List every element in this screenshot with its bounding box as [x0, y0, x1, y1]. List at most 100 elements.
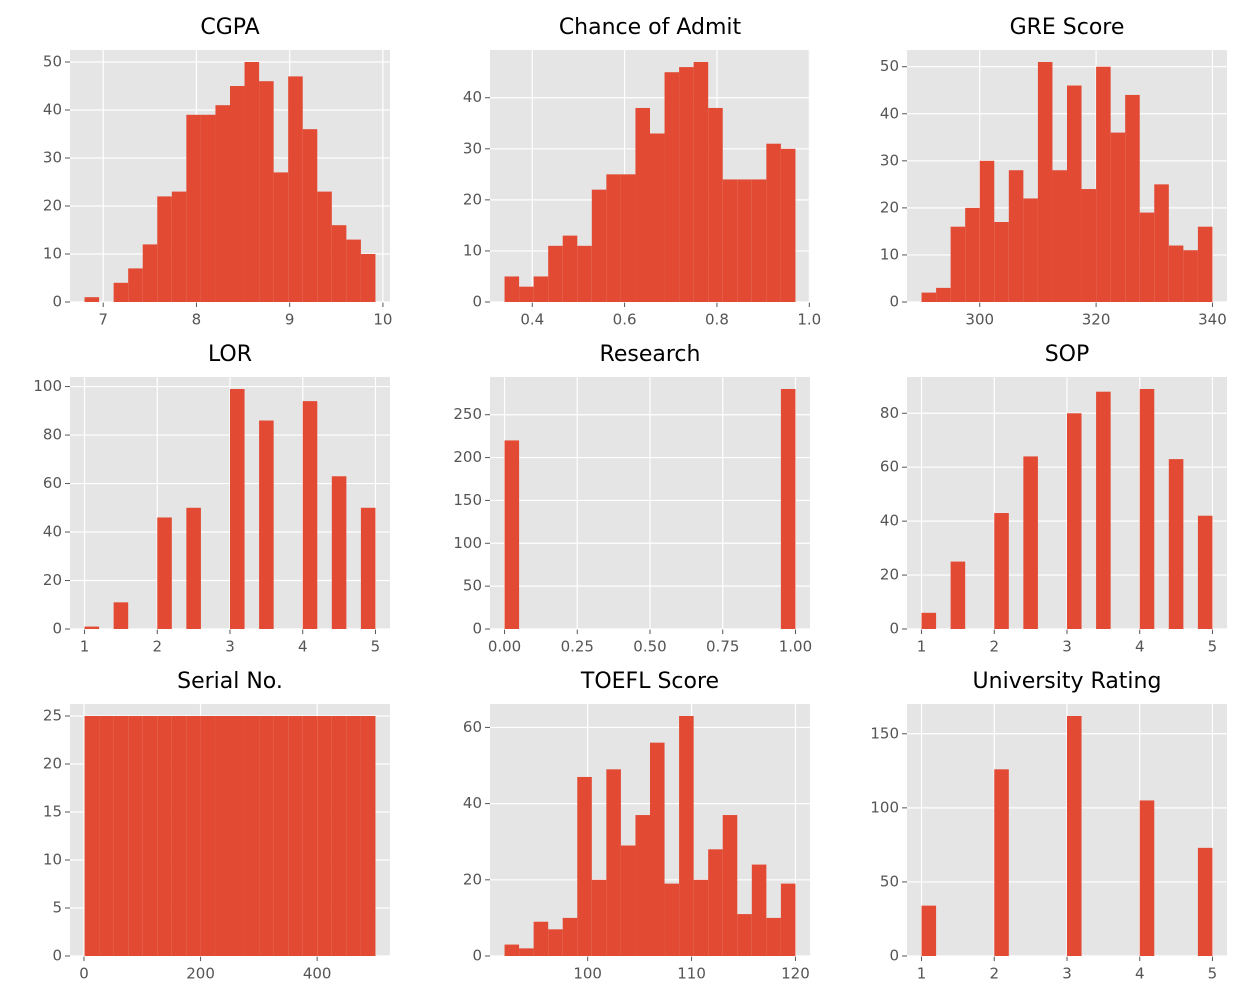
x-tick-label: 7	[98, 311, 108, 329]
chart-title: CGPA	[200, 15, 259, 40]
bar	[360, 716, 376, 956]
bar	[620, 174, 636, 302]
x-tick-label: 200	[186, 965, 215, 983]
x-tick-label: 0.4	[520, 311, 544, 329]
bar	[1139, 800, 1155, 956]
bar	[346, 716, 361, 956]
bar	[84, 626, 100, 629]
x-tick-label: 4	[1135, 965, 1145, 983]
bar	[577, 245, 592, 302]
bar	[519, 948, 534, 956]
bar	[142, 244, 158, 302]
y-tick-label: 50	[880, 57, 899, 75]
y-tick-label: 0	[472, 947, 482, 965]
y-tick-label: 20	[43, 755, 62, 773]
bar	[994, 513, 1009, 629]
y-tick-label: 20	[463, 870, 482, 888]
bar	[157, 517, 172, 629]
bar	[128, 716, 143, 956]
y-tick-label: 0	[889, 947, 899, 965]
bar	[288, 716, 303, 956]
y-tick-label: 0	[472, 293, 482, 311]
y-tick-label: 50	[880, 872, 899, 890]
chart-title: Research	[600, 342, 701, 367]
bar	[591, 879, 607, 956]
bar	[591, 189, 607, 302]
bar	[302, 401, 318, 629]
bar	[1096, 66, 1111, 303]
bar	[113, 716, 129, 956]
y-tick-label: 80	[880, 404, 899, 422]
bar	[936, 287, 951, 302]
x-tick-label: 2	[152, 638, 162, 656]
bar	[1067, 716, 1082, 956]
bar	[142, 716, 158, 956]
bar	[994, 769, 1009, 956]
x-tick-label: 0.00	[488, 638, 521, 656]
x-tick-label: 3	[1062, 638, 1072, 656]
bar	[606, 769, 621, 956]
bar	[1168, 459, 1184, 629]
bar	[737, 914, 752, 956]
y-tick-label: 250	[453, 405, 482, 423]
bar	[113, 602, 129, 629]
y-tick-label: 0	[52, 293, 62, 311]
bar	[171, 191, 187, 302]
bar	[737, 179, 752, 302]
bar	[504, 944, 520, 956]
bar	[215, 716, 230, 956]
y-tick-label: 0	[889, 293, 899, 311]
bar	[331, 225, 347, 302]
bar	[650, 133, 665, 302]
bar	[288, 76, 303, 303]
bar	[921, 612, 937, 629]
chart-title: University Rating	[973, 669, 1162, 694]
x-tick-label: 0	[79, 965, 89, 983]
bar	[950, 561, 966, 629]
bar	[1023, 198, 1038, 302]
bar	[664, 72, 680, 302]
bar	[606, 174, 621, 302]
chart-title: GRE Score	[1010, 15, 1125, 40]
bar	[230, 389, 245, 629]
bar	[171, 716, 187, 956]
bar	[1139, 389, 1155, 629]
x-tick-label: 4	[1135, 638, 1145, 656]
chart-title: Serial No.	[177, 669, 283, 694]
y-tick-label: 60	[463, 718, 482, 736]
bar	[331, 716, 347, 956]
bar	[1197, 847, 1213, 956]
y-tick-label: 10	[43, 851, 62, 869]
bar	[317, 716, 332, 956]
bar	[302, 716, 318, 956]
bar	[533, 276, 549, 302]
chart-title: SOP	[1045, 342, 1090, 367]
x-tick-label: 320	[1082, 311, 1111, 329]
bar	[664, 883, 680, 956]
x-tick-label: 3	[225, 638, 235, 656]
bar	[1008, 170, 1024, 302]
x-tick-label: 1.0	[797, 311, 821, 329]
bar	[635, 815, 650, 956]
bar	[620, 845, 636, 956]
y-tick-label: 150	[870, 724, 899, 742]
bar	[186, 716, 201, 956]
chart-title: TOEFL Score	[580, 669, 719, 694]
y-tick-label: 40	[880, 104, 899, 122]
bar	[215, 105, 230, 302]
bar	[157, 196, 172, 302]
y-tick-label: 30	[43, 149, 62, 167]
y-tick-label: 40	[880, 512, 899, 530]
bar	[708, 849, 723, 956]
bar	[157, 716, 172, 956]
y-tick-label: 60	[43, 474, 62, 492]
bar	[113, 282, 129, 302]
bar	[331, 476, 347, 629]
bar	[317, 191, 332, 302]
bar	[200, 716, 216, 956]
x-tick-label: 400	[303, 965, 332, 983]
x-tick-label: 0.25	[561, 638, 594, 656]
bar	[722, 179, 738, 302]
